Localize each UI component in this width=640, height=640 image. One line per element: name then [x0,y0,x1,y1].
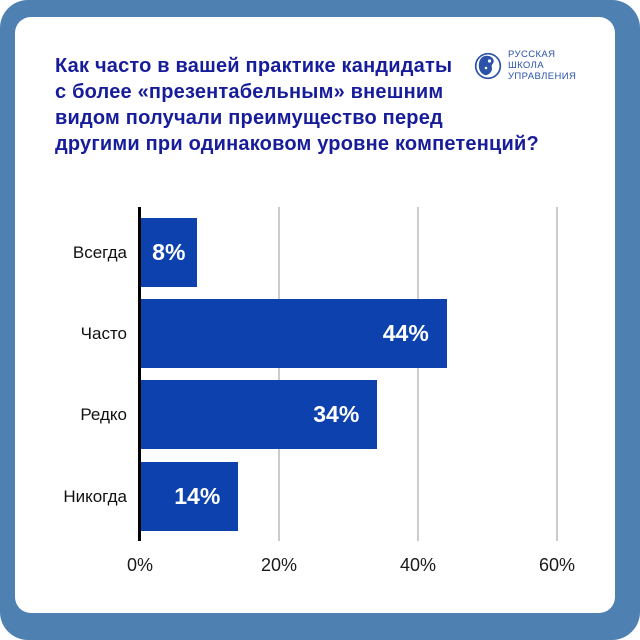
rsu-logo: РУССКАЯ ШКОЛА УПРАВЛЕНИЯ [474,49,576,82]
rsu-logo-face-icon [474,52,502,79]
bar-1: 8% [141,218,197,287]
bar-2: 44% [141,299,447,368]
logo-text-line: РУССКАЯ [508,49,556,60]
category-label: Редко [80,404,127,424]
gridline-60-percent [556,207,558,541]
infographic-card: Как часто в вашей практике кандидаты с б… [15,17,615,613]
rsu-logo-text: РУССКАЯ ШКОЛА УПРАВЛЕНИЯ [508,49,576,82]
logo-text-line: УПРАВЛЕНИЯ [508,71,577,82]
logo-text-line: ШКОЛА [508,60,544,71]
category-label: Никогда [63,486,127,506]
title-line: с более «презентабельным» внешним [55,81,444,103]
title-line: другими при одинаковом уровне компетенци… [55,133,539,155]
x-tick-label: 0% [126,555,154,575]
gridline-20-percent [278,207,280,541]
category-label: Всегда [72,242,127,262]
bar-4: 14% [141,462,239,531]
bar-chart-plot-area: Всегда 8% Часто 44% Редко 34% Никогда 14% 0% 20% 4… [15,17,615,613]
y-axis-line [138,207,141,541]
bar-3: 34% [141,380,378,449]
category-label: Часто [80,323,127,343]
bar-value-label: 34% [313,401,360,427]
x-tick-label: 40% [399,555,437,575]
bar-value-label: 8% [152,239,186,265]
bar-value-label: 14% [174,483,221,509]
bar-value-label: 44% [382,320,429,346]
chart-question-title: Как часто в вашей практике кандидаты с б… [55,53,539,157]
title-line: видом получали преимущество перед [55,107,443,129]
x-tick-label: 20% [260,555,298,575]
gridline-40-percent [417,207,419,541]
title-line: Как часто в вашей практике кандидаты [55,55,453,77]
x-tick-label: 60% [538,555,576,575]
